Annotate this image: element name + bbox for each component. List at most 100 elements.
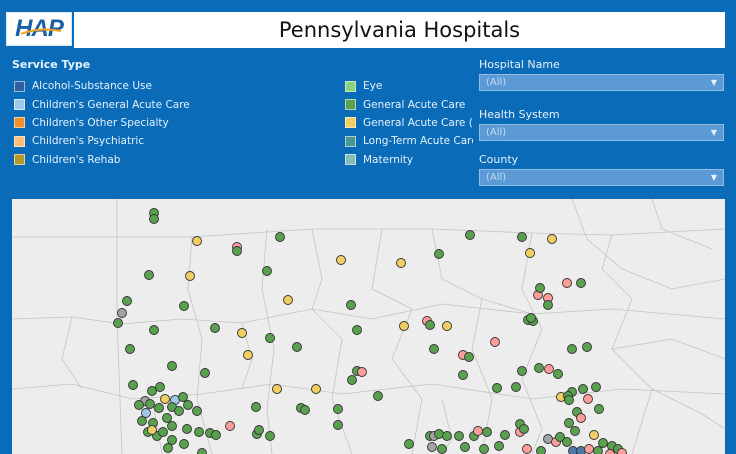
chevron-down-icon[interactable]: ▼ <box>710 128 717 137</box>
hospital-marker[interactable] <box>482 427 492 437</box>
hospital-marker[interactable] <box>141 408 151 418</box>
hospital-marker[interactable] <box>113 318 123 328</box>
legend-item[interactable]: Children's General Acute Care <box>14 95 314 113</box>
hospital-marker[interactable] <box>562 278 572 288</box>
hospital-marker[interactable] <box>333 404 343 414</box>
hospital-marker[interactable] <box>179 439 189 449</box>
hospital-marker[interactable] <box>192 406 202 416</box>
hospital-marker[interactable] <box>197 448 207 454</box>
hospital-marker[interactable] <box>494 441 504 451</box>
hospital-marker[interactable] <box>399 321 409 331</box>
hospital-marker[interactable] <box>429 344 439 354</box>
chevron-down-icon[interactable]: ▼ <box>710 173 717 182</box>
legend-item[interactable]: Maternity <box>345 151 473 169</box>
hospital-marker[interactable] <box>183 400 193 410</box>
hospital-marker[interactable] <box>251 402 261 412</box>
hospital-marker[interactable] <box>442 431 452 441</box>
hospital-marker[interactable] <box>570 426 580 436</box>
chevron-down-icon[interactable]: ▼ <box>710 78 717 87</box>
hospital-marker[interactable] <box>591 382 601 392</box>
hospital-marker[interactable] <box>154 403 164 413</box>
hospital-marker[interactable] <box>134 400 144 410</box>
hospital-marker[interactable] <box>479 444 489 454</box>
hospital-marker[interactable] <box>578 384 588 394</box>
hospital-marker[interactable] <box>192 236 202 246</box>
hospital-marker[interactable] <box>425 320 435 330</box>
legend-item[interactable]: Children's Psychiatric <box>14 132 314 150</box>
hospital-marker[interactable] <box>174 406 184 416</box>
hospital-marker[interactable] <box>178 392 188 402</box>
hospital-marker[interactable] <box>211 430 221 440</box>
hospital-marker[interactable] <box>254 425 264 435</box>
hospital-marker[interactable] <box>265 333 275 343</box>
hospital-marker[interactable] <box>122 296 132 306</box>
hospital-marker[interactable] <box>598 438 608 448</box>
hospital-marker[interactable] <box>564 418 574 428</box>
hospital-marker[interactable] <box>567 344 577 354</box>
hospital-marker[interactable] <box>535 283 545 293</box>
hospital-marker[interactable] <box>434 249 444 259</box>
hospital-marker[interactable] <box>147 386 157 396</box>
hospital-marker[interactable] <box>519 424 529 434</box>
hospital-marker[interactable] <box>490 337 500 347</box>
hospital-marker[interactable] <box>534 363 544 373</box>
hospital-marker[interactable] <box>373 391 383 401</box>
hospital-marker[interactable] <box>526 313 536 323</box>
hospital-marker[interactable] <box>292 342 302 352</box>
hospital-marker[interactable] <box>300 405 310 415</box>
hospital-marker[interactable] <box>522 444 532 454</box>
hospital-marker[interactable] <box>576 278 586 288</box>
hospital-marker[interactable] <box>179 301 189 311</box>
hospital-marker[interactable] <box>272 384 282 394</box>
hospital-marker[interactable] <box>584 444 594 454</box>
hospital-marker[interactable] <box>525 248 535 258</box>
legend-item[interactable]: Eye <box>345 77 473 95</box>
hospital-marker[interactable] <box>583 394 593 404</box>
hospital-marker[interactable] <box>144 270 154 280</box>
hospital-marker[interactable] <box>125 344 135 354</box>
hospital-marker[interactable] <box>167 421 177 431</box>
hospital-marker[interactable] <box>465 230 475 240</box>
hospital-marker[interactable] <box>210 323 220 333</box>
hospital-marker[interactable] <box>617 448 627 454</box>
hospital-marker[interactable] <box>357 367 367 377</box>
hospital-marker[interactable] <box>155 382 165 392</box>
hospital-marker[interactable] <box>511 382 521 392</box>
hospital-marker[interactable] <box>346 300 356 310</box>
hospital-marker[interactable] <box>404 439 414 449</box>
hospital-marker[interactable] <box>265 431 275 441</box>
hospital-marker[interactable] <box>593 446 603 454</box>
legend-item[interactable]: Children's Rehab <box>14 151 314 169</box>
hospital-marker[interactable] <box>158 427 168 437</box>
hospital-marker[interactable] <box>352 325 362 335</box>
hospital-marker[interactable] <box>336 255 346 265</box>
hospital-marker[interactable] <box>347 375 357 385</box>
hospital-marker[interactable] <box>311 384 321 394</box>
hospital-marker[interactable] <box>576 446 586 454</box>
hospital-marker[interactable] <box>117 308 127 318</box>
hospital-marker[interactable] <box>437 444 447 454</box>
hospital-marker[interactable] <box>434 429 444 439</box>
hospital-marker[interactable] <box>149 214 159 224</box>
hospital-marker[interactable] <box>333 420 343 430</box>
legend-item[interactable]: Children's Other Specialty <box>14 114 314 132</box>
hospital-marker[interactable] <box>547 234 557 244</box>
hospital-marker[interactable] <box>283 295 293 305</box>
legend-item[interactable]: Long-Term Acute Care <box>345 132 473 150</box>
hospital-marker[interactable] <box>185 271 195 281</box>
hospital-marker[interactable] <box>147 425 157 435</box>
hospital-marker[interactable] <box>237 328 247 338</box>
hospital-marker[interactable] <box>427 442 437 452</box>
hospital-marker[interactable] <box>492 383 502 393</box>
hospital-marker[interactable] <box>149 325 159 335</box>
hospital-marker[interactable] <box>458 370 468 380</box>
hospital-marker[interactable] <box>167 361 177 371</box>
hospital-marker[interactable] <box>517 232 527 242</box>
hospital-marker[interactable] <box>464 352 474 362</box>
hospital-marker[interactable] <box>167 435 177 445</box>
hospital-marker[interactable] <box>536 446 546 454</box>
hospital-marker[interactable] <box>262 266 272 276</box>
hospital-marker[interactable] <box>163 443 173 453</box>
hospital-marker[interactable] <box>605 449 615 454</box>
hospital-marker[interactable] <box>225 421 235 431</box>
